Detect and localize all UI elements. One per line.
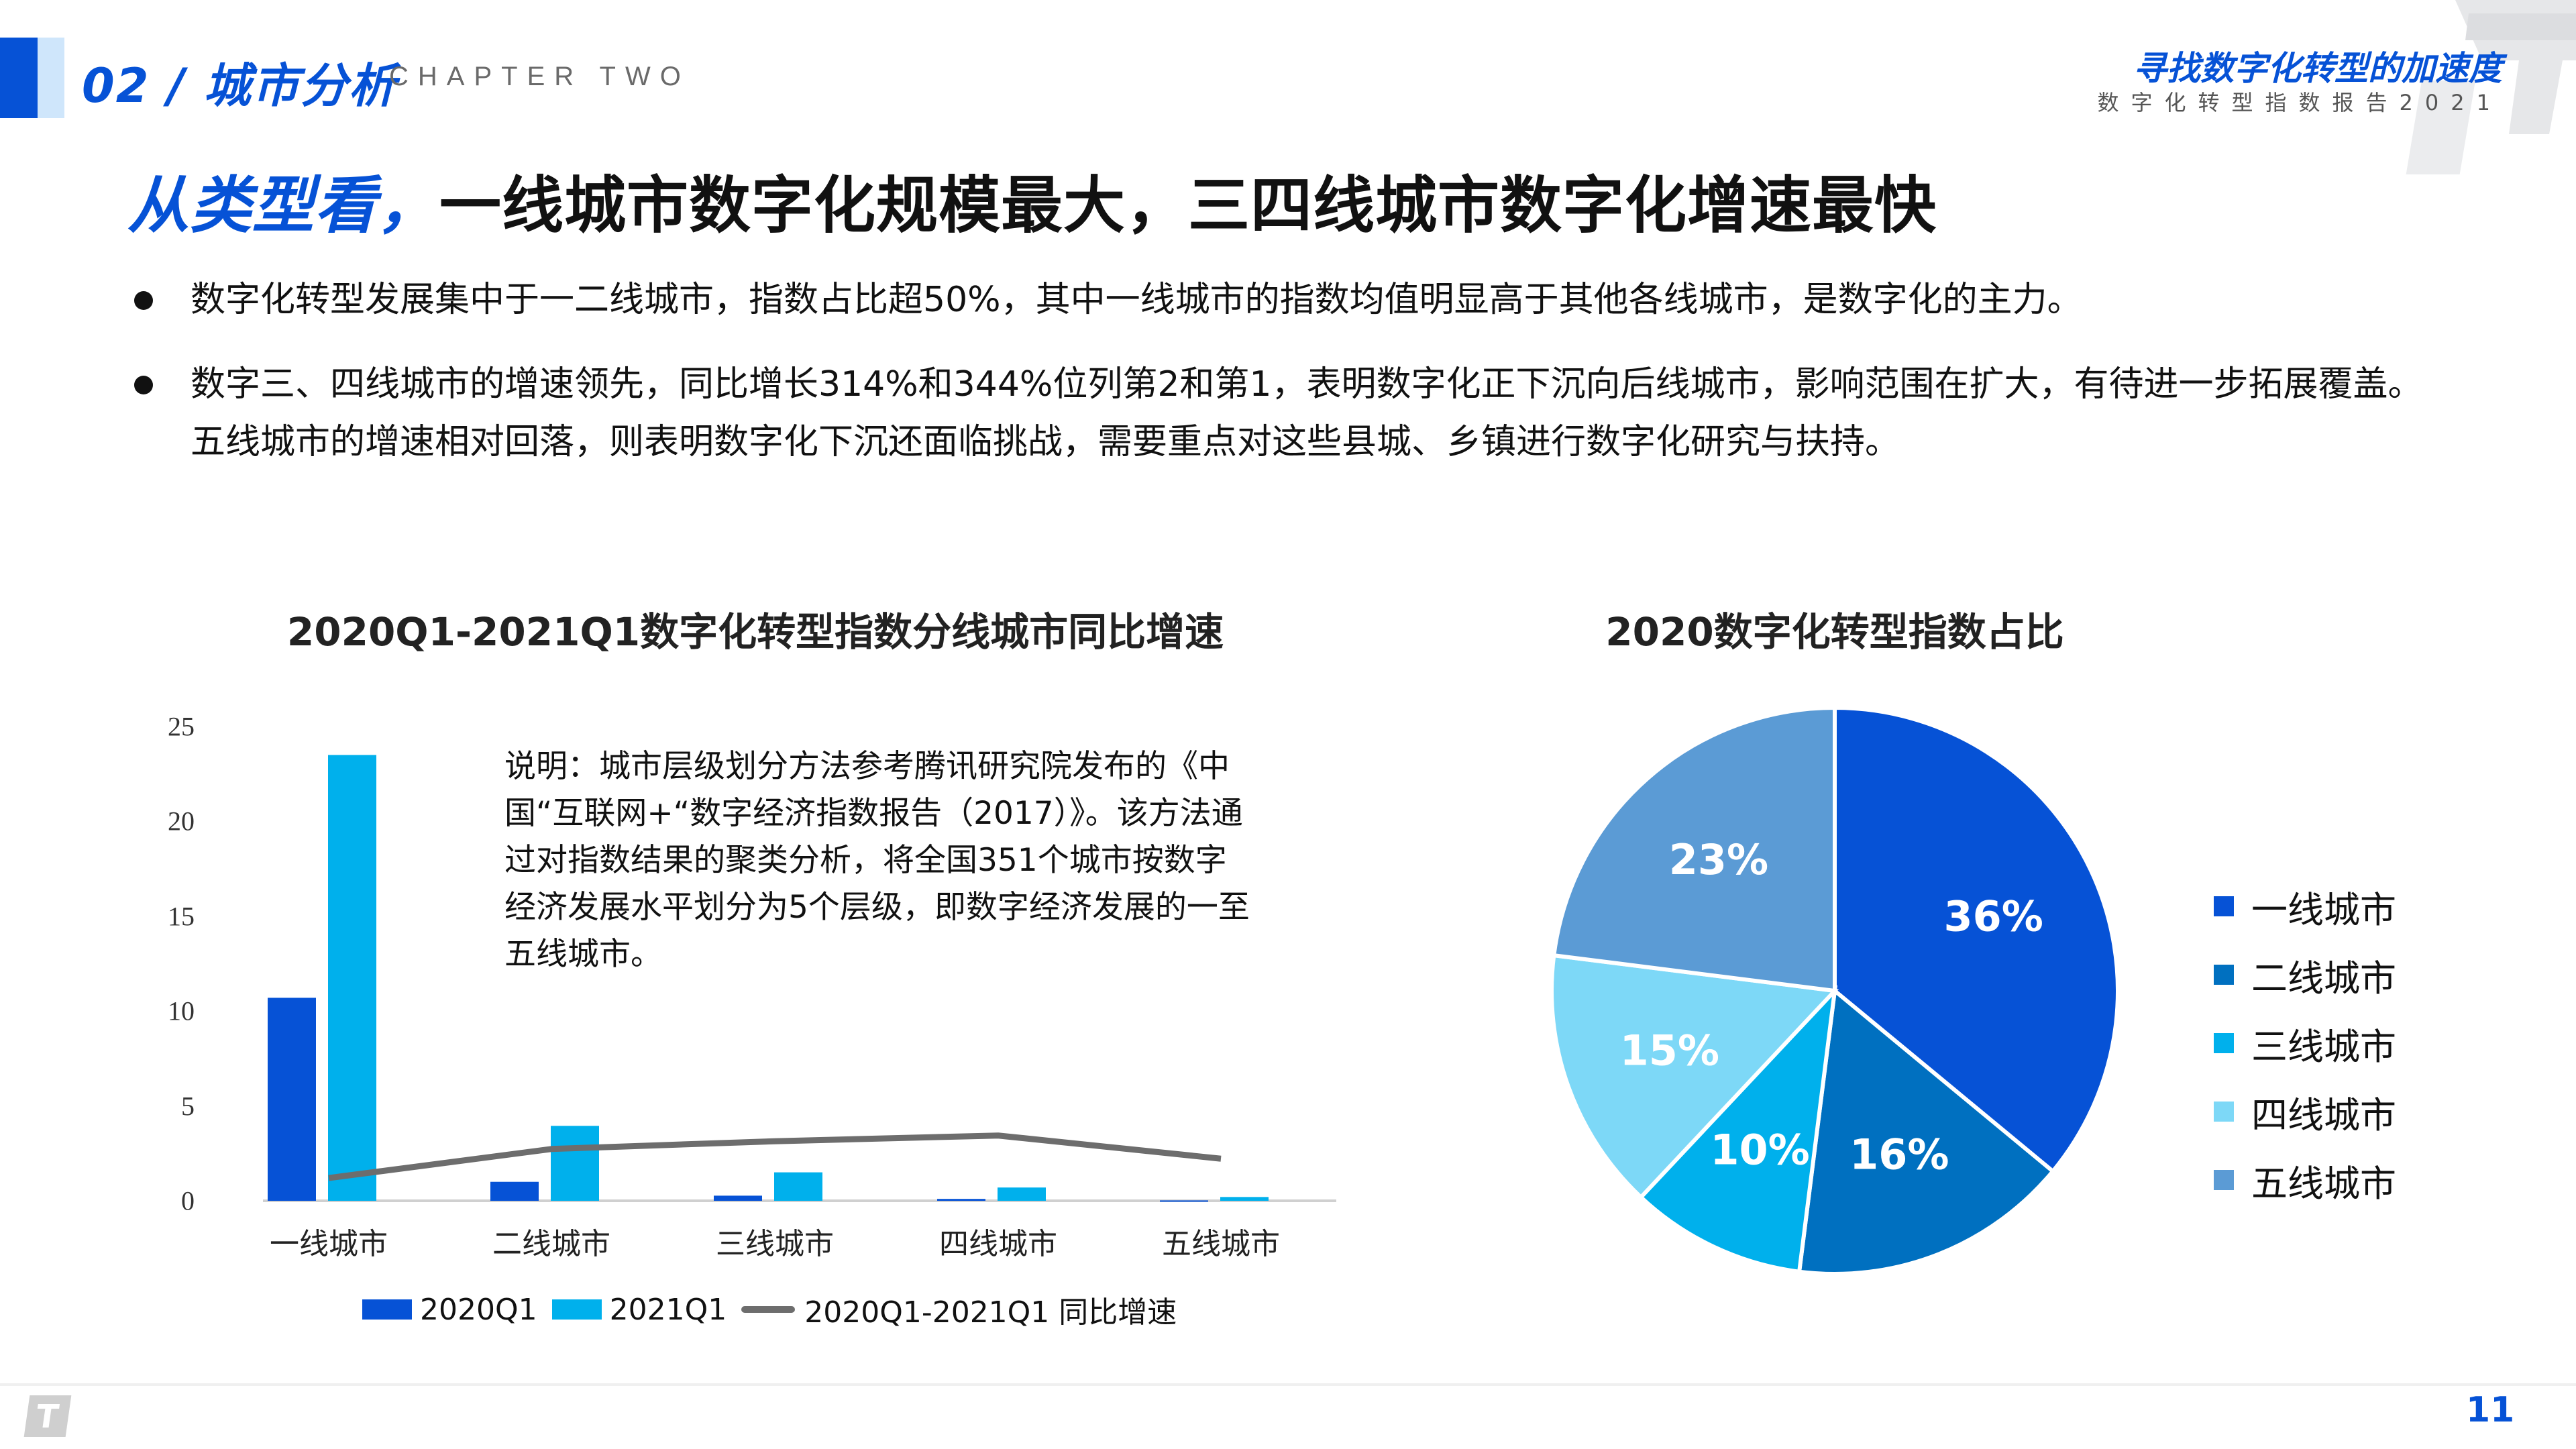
legend-swatch-icon (551, 1299, 602, 1320)
pie-chart: 36% 16% 10% 15% 23% (1550, 705, 2120, 1276)
pie-slice-label: 16% (1849, 1130, 1949, 1179)
section-title: 02 / 城市分析 (82, 58, 397, 113)
x-label: 四线城市 (939, 1227, 1057, 1261)
pie-legend-item: 三线城市 (2214, 1009, 2396, 1077)
pie-legend-item: 四线城市 (2214, 1077, 2396, 1146)
bar-2020Q1 (937, 1199, 985, 1201)
footer-divider (0, 1383, 2576, 1386)
header-accent-bar-light (38, 38, 64, 118)
pie-slice (1550, 953, 1839, 1200)
bar-2021Q1 (998, 1187, 1046, 1201)
legend-item-growth: 2020Q1-2021Q1 同比增速 (741, 1288, 1177, 1331)
pie-slice-label: 36% (1944, 892, 2043, 941)
legend-swatch-icon (362, 1299, 412, 1320)
bullet-item: 数字三、四线城市的增速领先，同比增长314%和344%位列第2和第1，表明数字化… (127, 356, 2449, 471)
legend-item-2021q1: 2021Q1 (551, 1292, 727, 1327)
legend-label: 一线城市 (2251, 888, 2396, 931)
x-label: 五线城市 (1162, 1227, 1280, 1261)
pie-slice (1551, 705, 1837, 994)
legend-swatch-icon (2214, 1102, 2234, 1122)
pie-slice (1796, 987, 2056, 1276)
pie-chart-title: 2020数字化转型指数占比 (1605, 609, 2064, 655)
header-accent-bar (0, 38, 38, 118)
bar-2020Q1 (714, 1195, 762, 1201)
legend-swatch-icon (2214, 896, 2234, 916)
pie-slice-label: 15% (1620, 1026, 1719, 1075)
pie-slice (1638, 985, 1838, 1275)
x-label: 二线城市 (492, 1227, 610, 1261)
y-tick: 15 (168, 901, 195, 932)
bar-2020Q1 (268, 998, 316, 1201)
legend-label: 2020Q1 (420, 1292, 537, 1327)
x-label: 三线城市 (716, 1227, 834, 1261)
logo-icon: T (23, 1395, 72, 1437)
y-tick: 20 (168, 806, 195, 837)
brand-subtitle: 数字化转型指数报告2021 (2097, 90, 2502, 115)
bar-2020Q1 (490, 1181, 539, 1201)
bar-chart-plot (263, 755, 1336, 1202)
y-tick: 10 (168, 996, 195, 1026)
bar-2021Q1 (551, 1126, 599, 1201)
pie-chart-legend: 一线城市 二线城市 三线城市 四线城市 五线城市 (2214, 872, 2396, 1214)
bar-2021Q1 (1220, 1197, 1269, 1201)
brand-decoration-icon (2406, 0, 2576, 174)
pie-slice (1833, 705, 2120, 1175)
page-headline: 从类型看，一线城市数字化规模最大，三四线城市数字化增速最快 (127, 156, 1937, 245)
bullet-dot-icon (134, 376, 153, 394)
legend-label: 五线城市 (2251, 1162, 2396, 1205)
chart-note: 说明：城市层级划分方法参考腾讯研究院发布的《中国“互联网+“数字经济指数报告（2… (504, 748, 1250, 973)
legend-label: 2020Q1-2021Q1 同比增速 (804, 1295, 1177, 1330)
y-tick: 25 (168, 711, 195, 742)
bullet-text: 数字三、四线城市的增速领先，同比增长314%和344%位列第2和第1，表明数字化… (191, 364, 2423, 462)
bar-2021Q1 (328, 755, 376, 1201)
pie-slice-label: 10% (1710, 1126, 1809, 1175)
legend-label: 2021Q1 (609, 1292, 727, 1327)
y-tick: 5 (181, 1091, 195, 1122)
legend-swatch-icon (2214, 1170, 2234, 1190)
x-label: 一线城市 (270, 1227, 388, 1261)
brand-title: 寻找数字化转型的加速度 (2133, 49, 2502, 88)
headline-rest: 一线城市数字化规模最大，三四线城市数字化增速最快 (439, 170, 1937, 241)
legend-swatch-icon (2214, 1033, 2234, 1053)
pie-slice-label: 23% (1669, 835, 1768, 884)
legend-swatch-icon (2214, 965, 2234, 985)
bar-chart-title: 2020Q1-2021Q1数字化转型指数分线城市同比增速 (286, 609, 1224, 655)
chapter-label: CHAPTER TWO (389, 62, 690, 91)
bar-2021Q1 (774, 1172, 822, 1201)
bar-2020Q1 (1160, 1200, 1208, 1202)
pie-legend-item: 五线城市 (2214, 1146, 2396, 1214)
bar-chart-legend: 2020Q1 2021Q1 2020Q1-2021Q1 同比增速 (362, 1288, 1191, 1331)
pie-legend-item: 一线城市 (2214, 872, 2396, 941)
pie-legend-item: 二线城市 (2214, 941, 2396, 1009)
bullet-dot-icon (134, 291, 153, 310)
legend-item-2020q1: 2020Q1 (362, 1293, 537, 1327)
headline-lead: 从类型看， (127, 170, 440, 241)
y-tick: 0 (181, 1185, 195, 1216)
page-number: 11 (2466, 1390, 2515, 1430)
bullet-text: 数字化转型发展集中于一二线城市，指数占比超50%，其中一线城市的指数均值明显高于… (191, 280, 2082, 320)
legend-label: 四线城市 (2251, 1093, 2396, 1136)
legend-label: 二线城市 (2251, 957, 2396, 1000)
bullet-item: 数字化转型发展集中于一二线城市，指数占比超50%，其中一线城市的指数均值明显高于… (127, 271, 2449, 329)
bullet-list: 数字化转型发展集中于一二线城市，指数占比超50%，其中一线城市的指数均值明显高于… (127, 271, 2449, 498)
legend-line-icon (741, 1306, 796, 1313)
legend-label: 三线城市 (2251, 1025, 2396, 1068)
